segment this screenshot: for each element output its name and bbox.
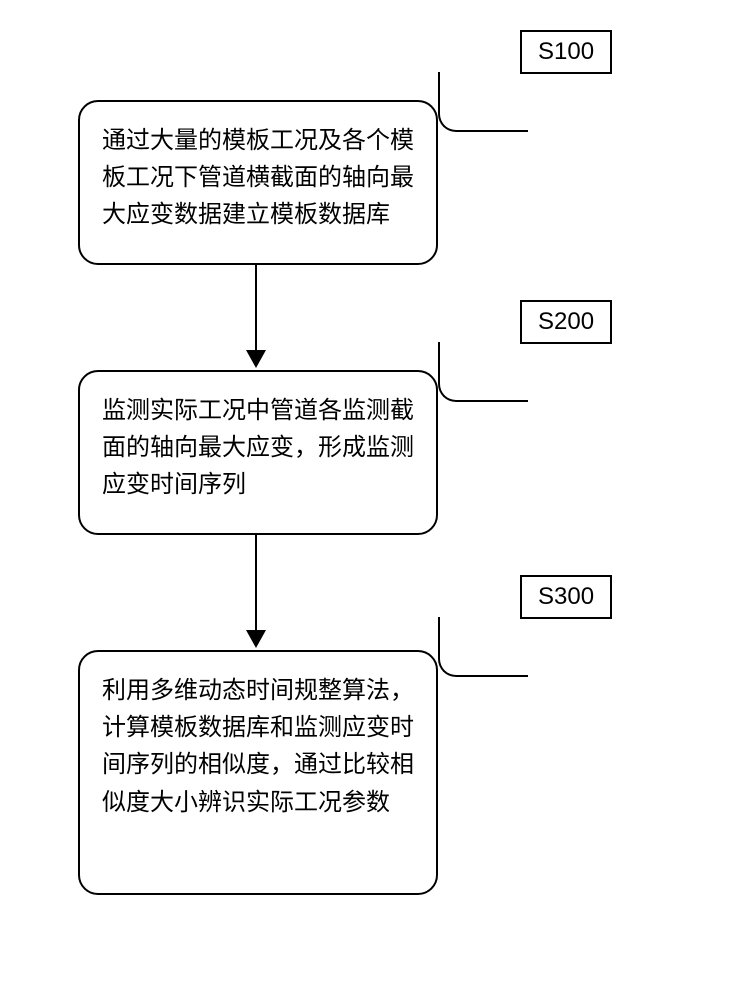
step-box-s100: 通过大量的模板工况及各个模板工况下管道横截面的轴向最大应变数据建立模板数据库 <box>78 100 438 265</box>
step-box-s300: 利用多维动态时间规整算法，计算模板数据库和监测应变时间序列的相似度，通过比较相似… <box>78 650 438 895</box>
connector-s100 <box>438 72 528 132</box>
step-text-s100: 通过大量的模板工况及各个模板工况下管道横截面的轴向最大应变数据建立模板数据库 <box>102 122 414 234</box>
arrow-line-2 <box>255 535 257 630</box>
flowchart-container: 通过大量的模板工况及各个模板工况下管道横截面的轴向最大应变数据建立模板数据库 S… <box>0 0 738 1000</box>
connector-s300 <box>438 617 528 677</box>
arrow-head-1 <box>246 350 266 368</box>
arrow-line-1 <box>255 265 257 350</box>
step-label-s300: S300 <box>520 575 612 619</box>
arrow-head-2 <box>246 630 266 648</box>
step-text-s200: 监测实际工况中管道各监测截面的轴向最大应变，形成监测应变时间序列 <box>102 392 414 504</box>
connector-s200 <box>438 342 528 402</box>
step-box-s200: 监测实际工况中管道各监测截面的轴向最大应变，形成监测应变时间序列 <box>78 370 438 535</box>
step-label-s100: S100 <box>520 30 612 74</box>
step-text-s300: 利用多维动态时间规整算法，计算模板数据库和监测应变时间序列的相似度，通过比较相似… <box>102 672 414 821</box>
step-label-s200: S200 <box>520 300 612 344</box>
